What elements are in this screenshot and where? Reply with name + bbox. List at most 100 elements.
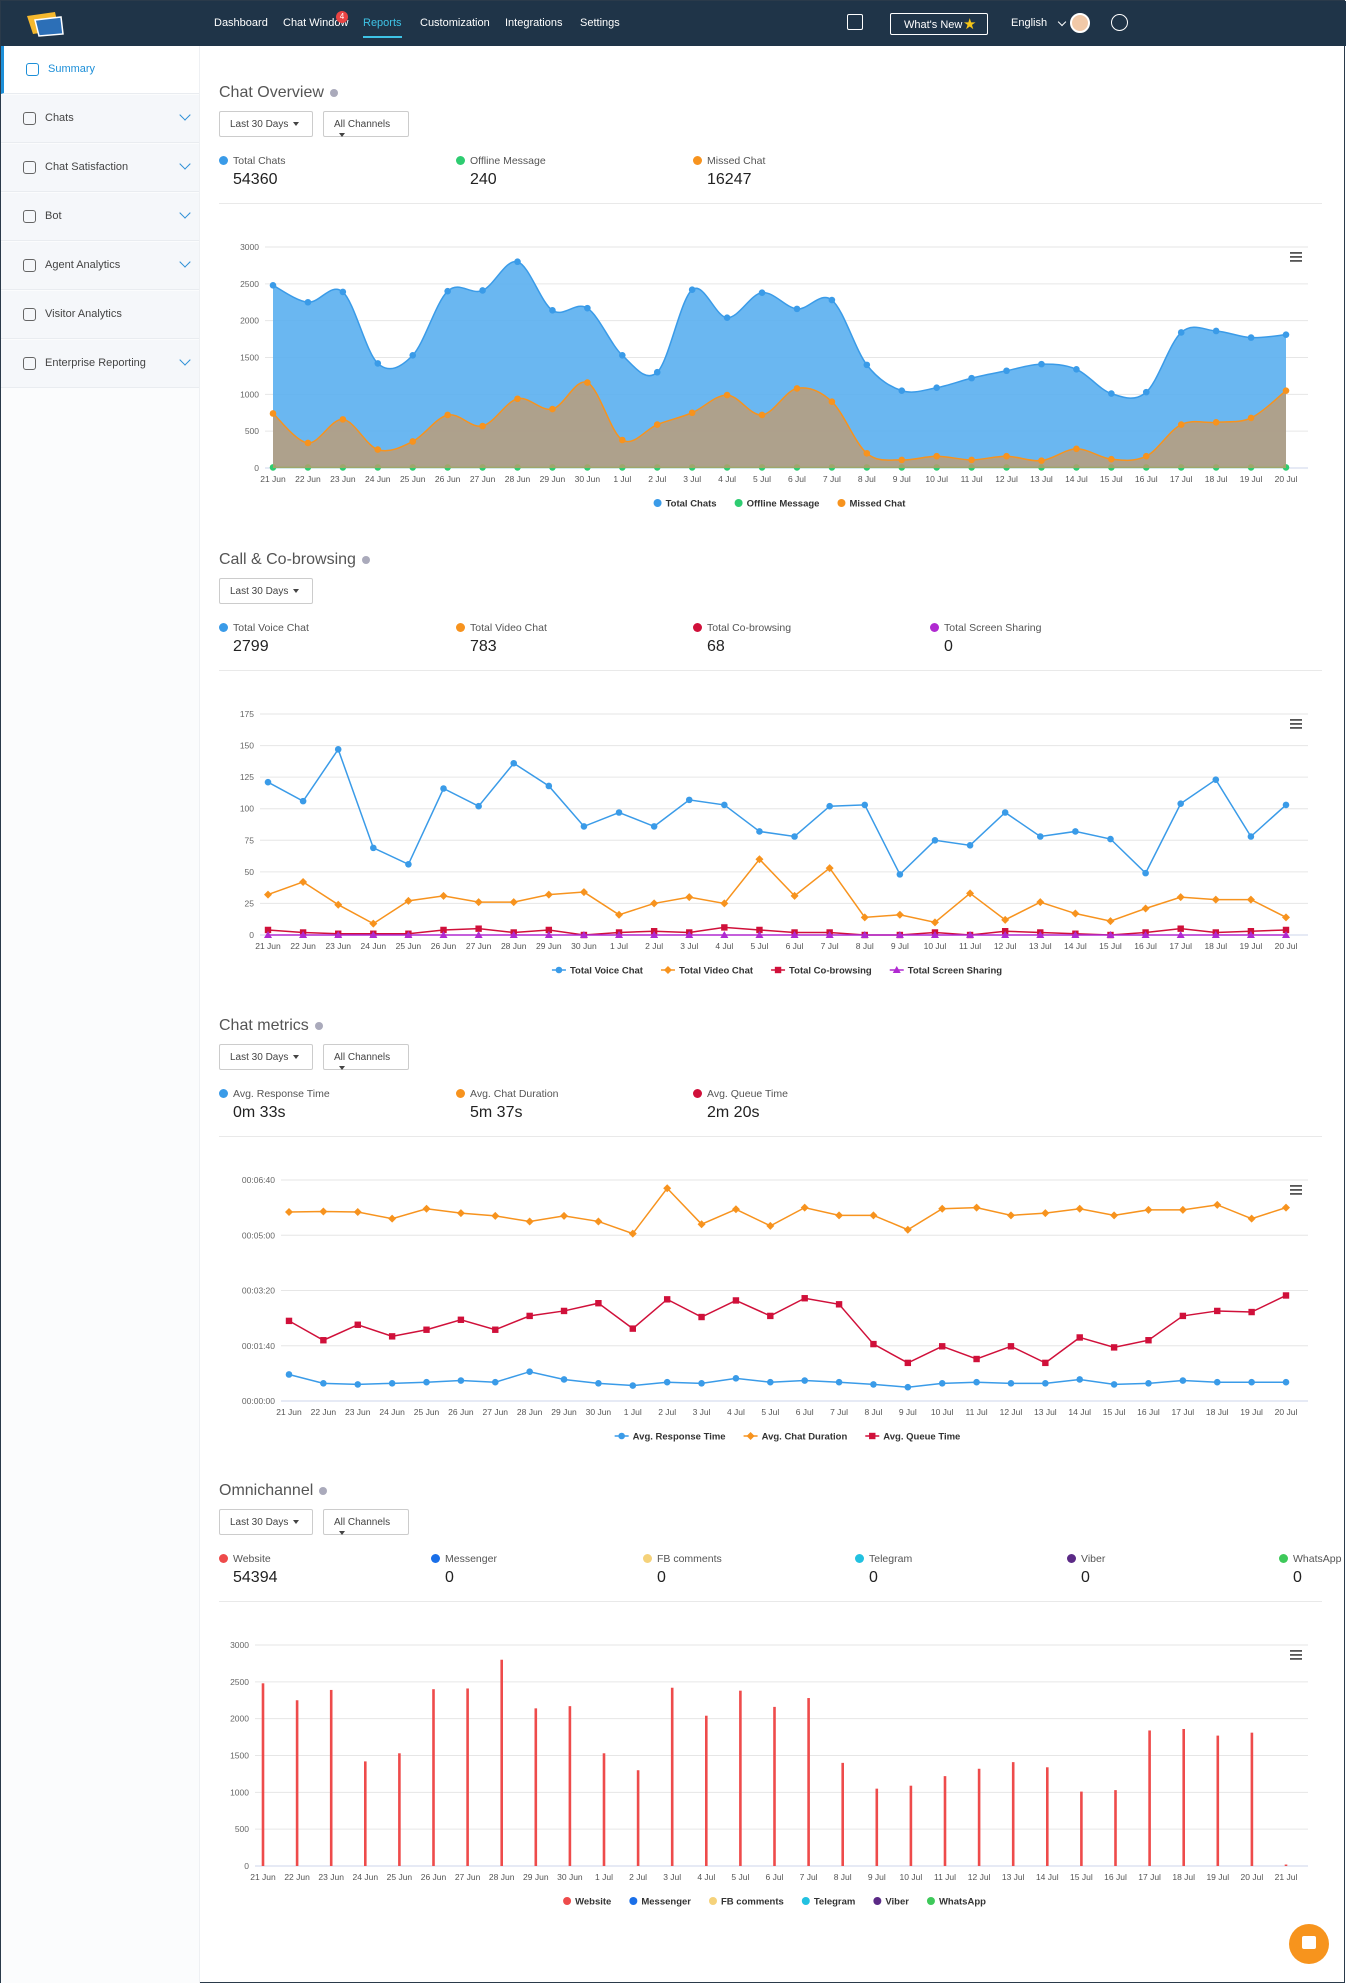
- marker: [860, 931, 869, 938]
- sidebar-icon: [23, 259, 36, 272]
- stat-value: 16247: [707, 171, 752, 188]
- chart-menu[interactable]: [1290, 252, 1302, 262]
- marker: [595, 1380, 602, 1387]
- marker: [1076, 1334, 1083, 1341]
- legend-label: Messenger: [641, 1897, 691, 1908]
- stat-dot: [855, 1554, 864, 1563]
- filter-dropdown[interactable]: All Channels: [323, 1509, 409, 1535]
- filter-dropdown[interactable]: Last 30 Days: [219, 1509, 313, 1535]
- filter-dropdown[interactable]: Last 30 Days: [219, 111, 313, 137]
- marker: [1071, 931, 1080, 938]
- marker: [1211, 931, 1220, 938]
- marker: [334, 900, 343, 909]
- sidebar-item[interactable]: Chat Satisfaction: [1, 144, 199, 192]
- legend-marker: [629, 1897, 638, 1905]
- stat-dot: [431, 1554, 440, 1563]
- whats-new-button[interactable]: What's New ★: [890, 13, 988, 35]
- menu-bar: [1290, 252, 1302, 254]
- x-tick-label: 28 Jun: [489, 1872, 515, 1882]
- chart: 0 500 1000 1500 2000 2500 3000 21 Jun 22 Jun 23 J…: [230, 1640, 1308, 1908]
- separator: [219, 1136, 1322, 1137]
- stat-dot: [456, 623, 465, 632]
- marker: [1072, 828, 1079, 835]
- menu-icon[interactable]: [1111, 14, 1128, 31]
- marker: [560, 1376, 568, 1383]
- stat-dot: [643, 1554, 652, 1563]
- marker: [898, 387, 906, 394]
- marker: [545, 782, 553, 790]
- sidebar-label: Visitor Analytics: [45, 308, 122, 320]
- marker: [720, 899, 729, 908]
- avatar[interactable]: [1070, 13, 1090, 33]
- marker: [835, 1211, 844, 1220]
- chart-menu[interactable]: [1290, 1185, 1302, 1195]
- chart-menu[interactable]: [1290, 1650, 1302, 1660]
- sidebar-item[interactable]: Agent Analytics: [1, 242, 199, 290]
- marker: [904, 1383, 912, 1391]
- stat-value: 0: [944, 638, 953, 655]
- marker: [334, 931, 343, 938]
- line: [267, 858, 1287, 925]
- x-tick-label: 2 Jul: [648, 474, 666, 484]
- sidebar-item[interactable]: Chats: [1, 95, 199, 143]
- filter-dropdown[interactable]: Last 30 Days: [219, 578, 313, 604]
- marker: [663, 966, 672, 974]
- marker: [584, 379, 591, 386]
- bar: [261, 1683, 265, 1866]
- nav-link[interactable]: Dashboard: [214, 17, 268, 29]
- filter-dropdown[interactable]: All Channels: [323, 111, 409, 137]
- y-tick-label: 150: [240, 741, 254, 751]
- stat-dot: [1279, 1554, 1288, 1563]
- legend-item: Viber: [873, 1897, 909, 1908]
- series: [285, 1292, 1290, 1367]
- stat-label-text: Total Co-browsing: [707, 622, 792, 634]
- x-tick-label: 17 Jul: [1172, 1407, 1195, 1417]
- y-tick-label: 1500: [240, 353, 259, 363]
- marker: [758, 289, 766, 296]
- marker: [930, 931, 939, 938]
- stat-dot: [219, 1089, 228, 1098]
- filter-dropdown[interactable]: All Channels: [323, 1044, 409, 1070]
- marker: [720, 931, 729, 938]
- marker: [966, 889, 975, 898]
- title-text: Chat Overview: [219, 84, 324, 101]
- marker: [285, 1208, 293, 1217]
- nav-link[interactable]: Customization: [420, 17, 490, 29]
- section-title: Chat metrics: [219, 1017, 323, 1035]
- sidebar-item[interactable]: Bot: [1, 193, 199, 241]
- nav-link[interactable]: Reports: [363, 17, 402, 38]
- sidebar-item[interactable]: Summary: [1, 46, 199, 94]
- x-tick-label: 14 Jul: [1065, 474, 1088, 484]
- bar: [705, 1715, 708, 1866]
- monitor-icon[interactable]: [847, 14, 863, 30]
- marker: [767, 1312, 774, 1320]
- sidebar-item[interactable]: Enterprise Reporting: [1, 340, 199, 388]
- line: [267, 747, 1287, 876]
- sidebar-item[interactable]: Visitor Analytics: [1, 291, 199, 339]
- stat-label-text: Avg. Chat Duration: [470, 1088, 559, 1100]
- logo: [27, 12, 64, 37]
- x-tick-label: 26 Jun: [448, 1407, 474, 1417]
- filter-dropdown[interactable]: Last 30 Days: [219, 1044, 313, 1070]
- stat-label: Total Chats: [219, 155, 286, 167]
- chat-launcher[interactable]: [1289, 1924, 1329, 1964]
- marker: [1246, 895, 1255, 904]
- y-tick-label: 100: [240, 804, 254, 814]
- x-tick-label: 3 Jul: [693, 1407, 711, 1417]
- marker: [904, 1359, 912, 1367]
- language[interactable]: English: [1011, 17, 1048, 29]
- x-tick-label: 30 Jun: [571, 941, 597, 951]
- legend-item: Total Screen Sharing: [889, 966, 1002, 977]
- chart-menu[interactable]: [1290, 719, 1302, 729]
- bar: [602, 1753, 606, 1866]
- nav-link[interactable]: Chat Window: [283, 17, 349, 29]
- nav-link[interactable]: Integrations: [505, 17, 563, 29]
- legend-item: Missed Chat: [837, 499, 906, 510]
- nav-link[interactable]: Settings: [580, 17, 620, 29]
- x-tick-label: 25 Jun: [414, 1407, 440, 1417]
- marker: [444, 411, 451, 419]
- stat-dot: [693, 156, 702, 165]
- legend-label: Avg. Response Time: [633, 1432, 726, 1443]
- stat-label-text: Total Screen Sharing: [944, 622, 1042, 634]
- marker: [1248, 1378, 1255, 1386]
